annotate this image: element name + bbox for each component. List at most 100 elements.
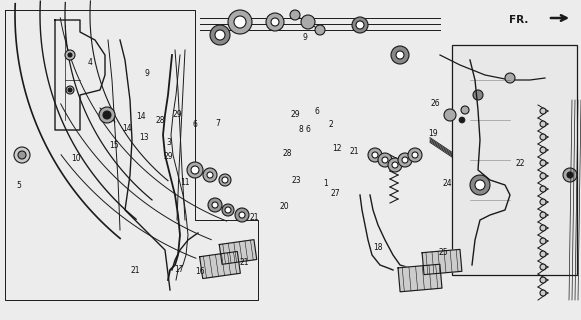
Text: 26: 26 bbox=[431, 100, 440, 108]
Circle shape bbox=[266, 13, 284, 31]
Circle shape bbox=[68, 53, 72, 57]
Circle shape bbox=[461, 106, 469, 114]
Circle shape bbox=[505, 73, 515, 83]
Circle shape bbox=[187, 162, 203, 178]
Circle shape bbox=[563, 168, 577, 182]
Circle shape bbox=[219, 174, 231, 186]
Circle shape bbox=[398, 153, 412, 167]
Circle shape bbox=[392, 162, 398, 168]
Circle shape bbox=[412, 152, 418, 158]
Text: 20: 20 bbox=[280, 202, 289, 211]
Circle shape bbox=[207, 172, 213, 178]
Circle shape bbox=[475, 180, 485, 190]
Circle shape bbox=[540, 121, 546, 127]
Text: 2: 2 bbox=[329, 120, 333, 129]
Circle shape bbox=[540, 160, 546, 166]
Text: 29: 29 bbox=[164, 152, 173, 161]
Circle shape bbox=[203, 168, 217, 182]
Circle shape bbox=[208, 198, 222, 212]
Text: 9: 9 bbox=[145, 69, 149, 78]
Circle shape bbox=[408, 148, 422, 162]
Text: 9: 9 bbox=[303, 33, 307, 42]
Text: 19: 19 bbox=[428, 129, 437, 138]
Text: 11: 11 bbox=[180, 178, 189, 187]
Circle shape bbox=[68, 88, 72, 92]
Circle shape bbox=[567, 172, 573, 178]
Circle shape bbox=[391, 46, 409, 64]
Circle shape bbox=[540, 173, 546, 179]
Text: 6: 6 bbox=[306, 125, 310, 134]
Circle shape bbox=[540, 212, 546, 218]
Text: 29: 29 bbox=[173, 110, 182, 119]
Text: 8: 8 bbox=[299, 125, 303, 134]
Text: 6: 6 bbox=[314, 108, 319, 116]
Circle shape bbox=[540, 238, 546, 244]
Polygon shape bbox=[422, 249, 462, 275]
Circle shape bbox=[396, 51, 404, 59]
Text: 22: 22 bbox=[515, 159, 525, 168]
Circle shape bbox=[372, 152, 378, 158]
Circle shape bbox=[382, 157, 388, 163]
Circle shape bbox=[540, 147, 546, 153]
Circle shape bbox=[222, 177, 228, 183]
Circle shape bbox=[540, 186, 546, 192]
Circle shape bbox=[103, 111, 111, 119]
Text: 1: 1 bbox=[323, 180, 328, 188]
Circle shape bbox=[540, 225, 546, 231]
Circle shape bbox=[212, 202, 218, 208]
Circle shape bbox=[228, 10, 252, 34]
Text: 29: 29 bbox=[290, 110, 300, 119]
Circle shape bbox=[540, 290, 546, 296]
Circle shape bbox=[99, 107, 115, 123]
Circle shape bbox=[18, 151, 26, 159]
Text: 27: 27 bbox=[331, 189, 340, 198]
Circle shape bbox=[14, 147, 30, 163]
Circle shape bbox=[540, 251, 546, 257]
Polygon shape bbox=[200, 252, 241, 278]
Circle shape bbox=[65, 50, 75, 60]
Text: 12: 12 bbox=[332, 144, 342, 153]
Circle shape bbox=[66, 86, 74, 94]
Circle shape bbox=[234, 16, 246, 28]
Circle shape bbox=[470, 175, 490, 195]
Circle shape bbox=[191, 166, 199, 174]
Text: 4: 4 bbox=[88, 58, 92, 67]
Circle shape bbox=[540, 134, 546, 140]
Circle shape bbox=[356, 21, 364, 29]
Text: 16: 16 bbox=[196, 268, 205, 276]
Text: 21: 21 bbox=[249, 213, 259, 222]
Circle shape bbox=[271, 18, 279, 26]
Text: 6: 6 bbox=[192, 120, 197, 129]
Circle shape bbox=[210, 25, 230, 45]
Text: 28: 28 bbox=[155, 116, 164, 125]
Circle shape bbox=[540, 108, 546, 114]
Text: 25: 25 bbox=[439, 248, 448, 257]
Circle shape bbox=[540, 277, 546, 283]
Text: 21: 21 bbox=[130, 266, 139, 275]
Text: 15: 15 bbox=[109, 141, 119, 150]
Text: 10: 10 bbox=[71, 154, 80, 163]
Bar bbox=[452, 45, 577, 275]
Text: 21: 21 bbox=[239, 258, 249, 267]
Circle shape bbox=[290, 10, 300, 20]
Circle shape bbox=[378, 153, 392, 167]
Circle shape bbox=[540, 264, 546, 270]
Circle shape bbox=[215, 30, 225, 40]
Text: 21: 21 bbox=[350, 148, 359, 156]
Circle shape bbox=[402, 157, 408, 163]
Circle shape bbox=[473, 90, 483, 100]
Text: 24: 24 bbox=[443, 179, 452, 188]
Text: FR.: FR. bbox=[508, 15, 528, 25]
Circle shape bbox=[315, 25, 325, 35]
Text: 23: 23 bbox=[292, 176, 301, 185]
Circle shape bbox=[225, 207, 231, 213]
Text: 7: 7 bbox=[216, 119, 220, 128]
Text: 5: 5 bbox=[16, 181, 21, 190]
Text: 18: 18 bbox=[373, 244, 382, 252]
Circle shape bbox=[368, 148, 382, 162]
Text: 14: 14 bbox=[137, 112, 146, 121]
Polygon shape bbox=[398, 264, 442, 292]
Circle shape bbox=[239, 212, 245, 218]
Polygon shape bbox=[219, 240, 257, 264]
Text: 28: 28 bbox=[283, 149, 292, 158]
